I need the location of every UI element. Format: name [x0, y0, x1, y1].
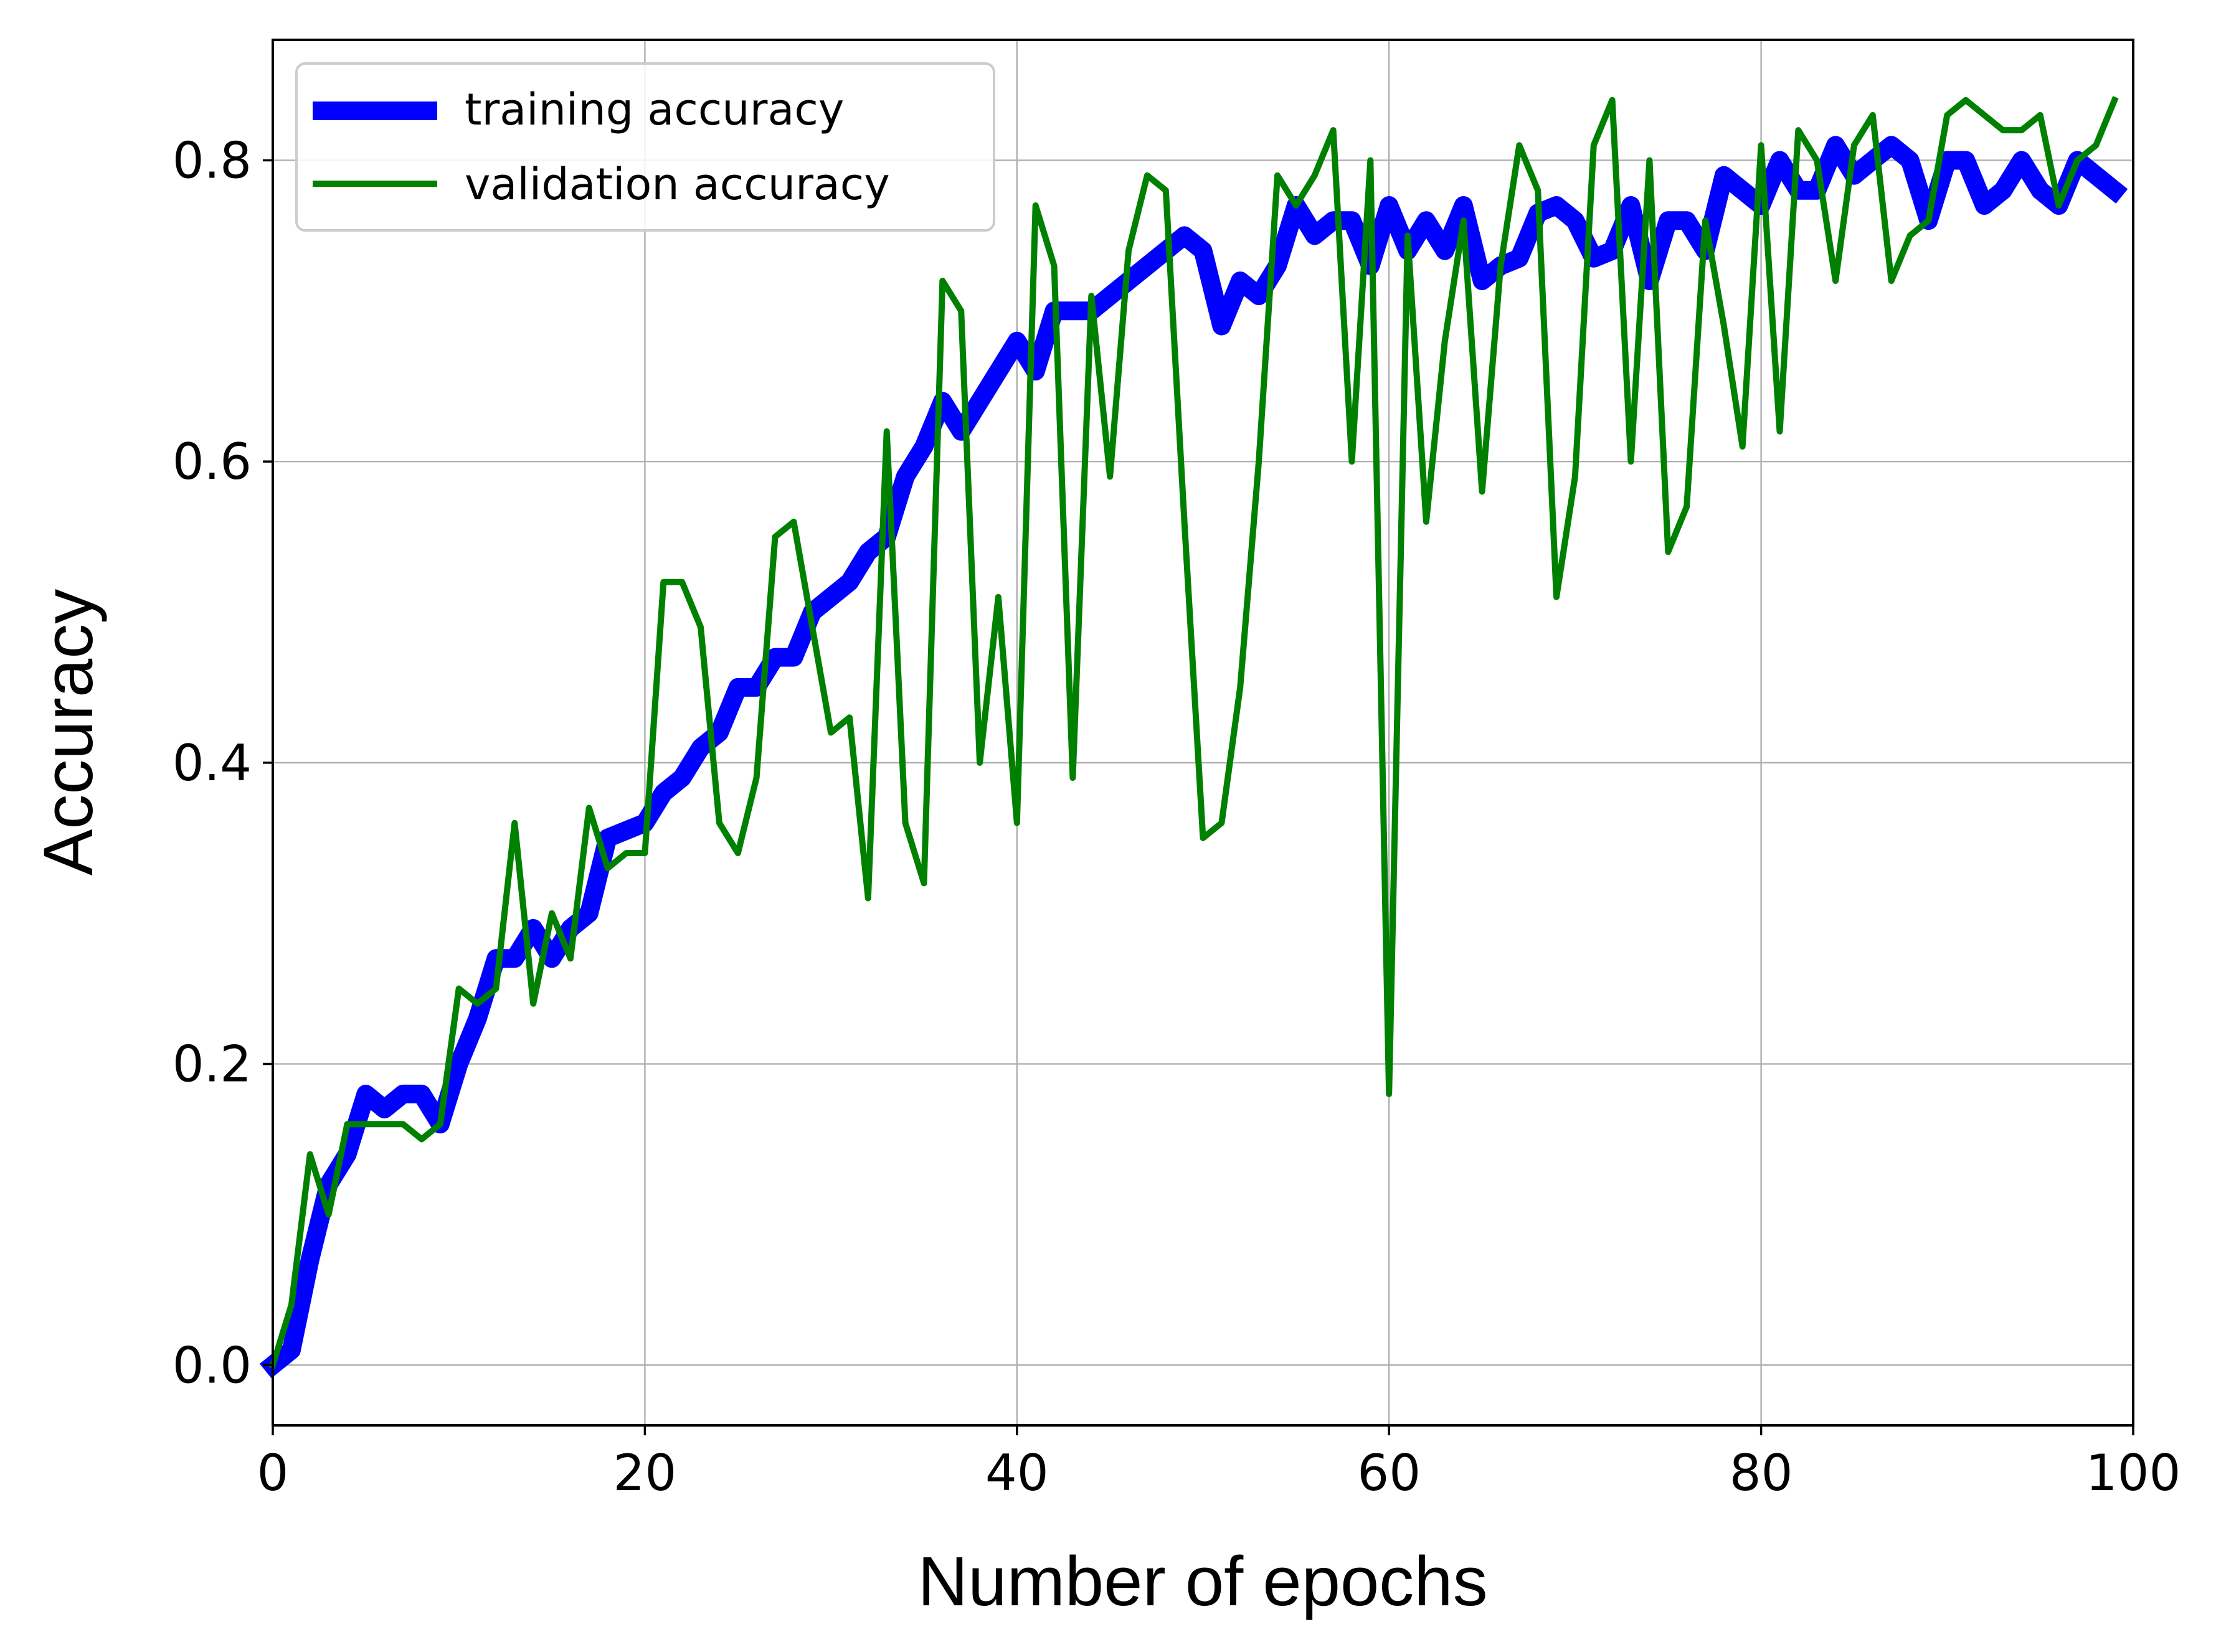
series-layer	[259, 96, 2128, 1379]
x-tick-label: 60	[1357, 1444, 1421, 1502]
legend-box	[295, 62, 995, 232]
x-tick-label: 0	[257, 1444, 289, 1502]
axis-ticks: 0 20 40 60 80 100 0.0 0.2 0.4 0.6 0.8	[173, 131, 2181, 1502]
x-tick-label: 40	[985, 1444, 1049, 1502]
y-tick-label: 0.0	[173, 1336, 252, 1394]
y-tick-label: 0.4	[173, 734, 252, 792]
y-tick-label: 0.8	[173, 131, 252, 189]
training-accuracy-line	[259, 136, 2128, 1379]
x-tick-label: 80	[1730, 1444, 1793, 1502]
x-tick-label: 100	[2086, 1444, 2181, 1502]
y-tick-label: 0.2	[173, 1036, 252, 1093]
legend-label-training: training accuracy	[465, 84, 844, 135]
x-axis-label: Number of epochs	[917, 1542, 1487, 1620]
plot-frame	[272, 39, 2134, 1427]
legend-label-validation: validation accuracy	[465, 159, 890, 210]
legend: training accuracy validation accuracy	[295, 62, 995, 232]
y-axis-label: Accuracy	[29, 589, 107, 876]
validation-accuracy-line	[268, 96, 2119, 1369]
y-tick-label: 0.6	[173, 433, 252, 491]
x-tick-label: 20	[613, 1444, 677, 1502]
